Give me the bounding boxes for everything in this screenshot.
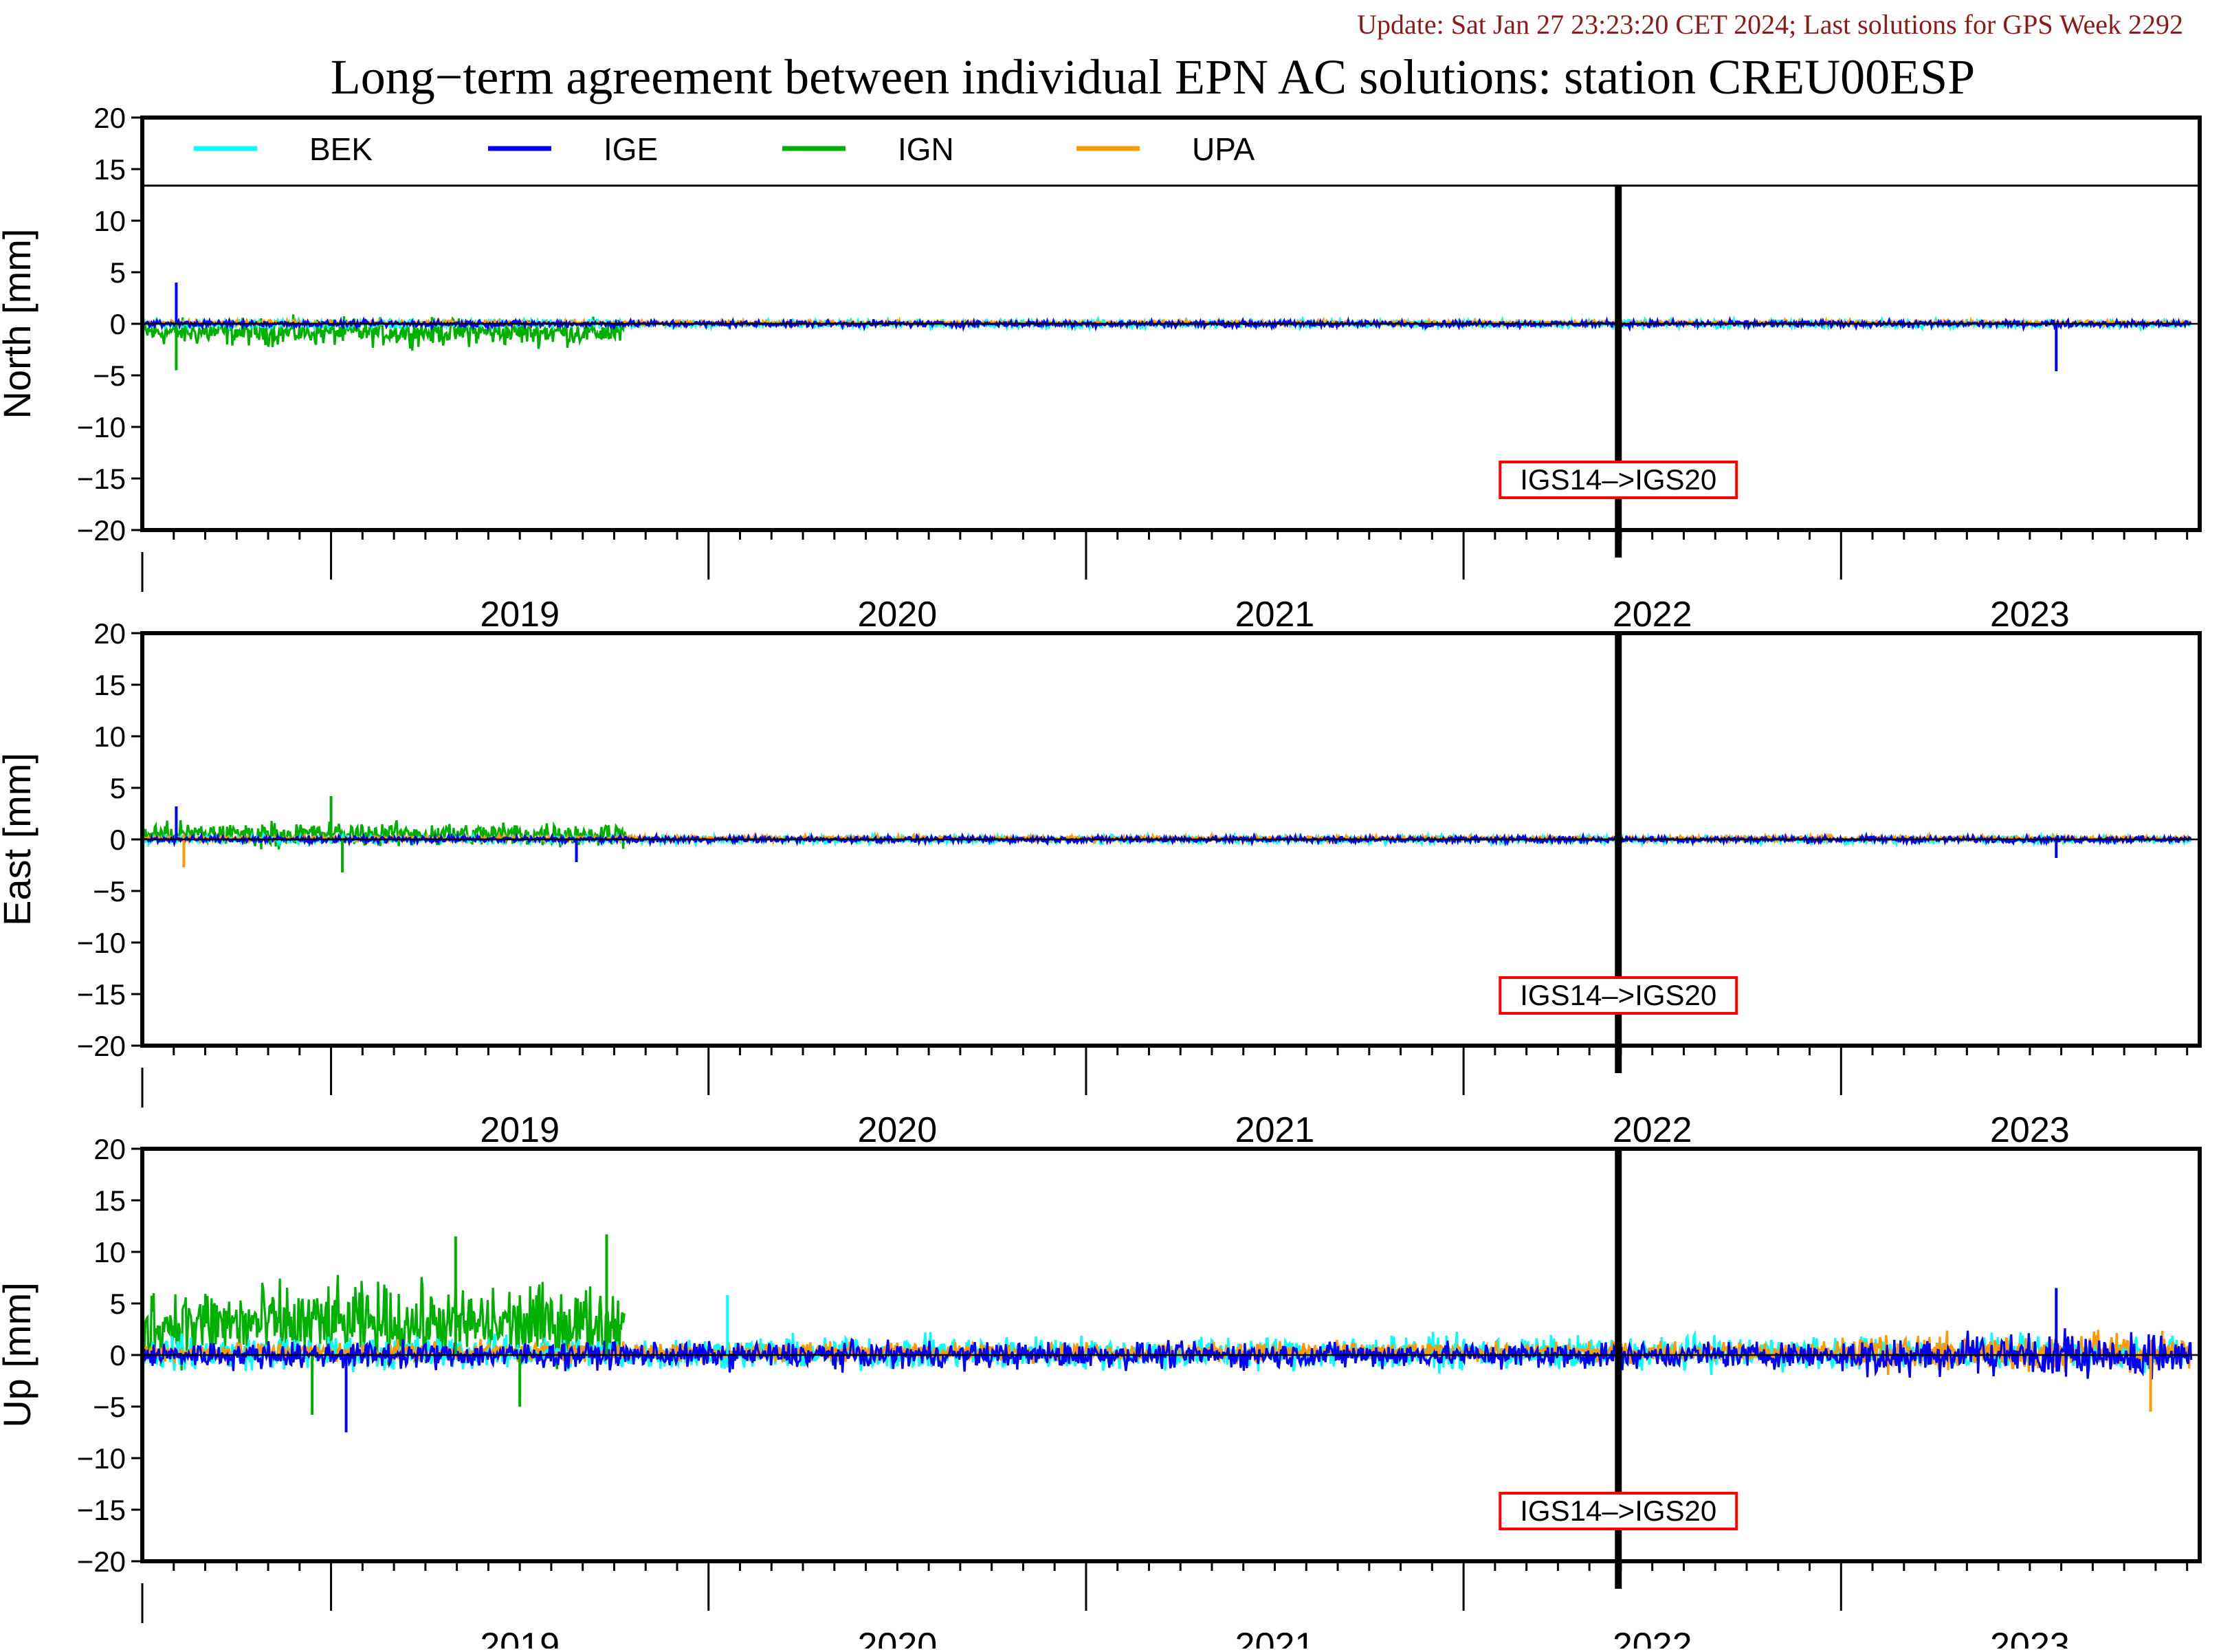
y-tick-label: 20 <box>93 617 126 650</box>
data-area <box>142 796 2192 872</box>
legend-label-UPA: UPA <box>1192 131 1255 167</box>
data-area <box>142 283 2192 371</box>
legend-label-IGN: IGN <box>898 131 954 167</box>
frame-change-label: IGS14–>IGS20 <box>1520 463 1716 496</box>
y-tick-label: −10 <box>77 927 126 959</box>
data-area <box>142 1234 2193 1433</box>
legend-label-BEK: BEK <box>309 131 373 167</box>
y-tick-label: 20 <box>93 1133 126 1165</box>
series-line-IGN <box>142 1275 626 1371</box>
panel-east: 20 15 10 5 0 −5 −10 −15 −20 East [mm] 2019 2020 2021… <box>0 617 2202 1150</box>
y-tick-label: 5 <box>110 1288 126 1320</box>
y-tick-label: 0 <box>110 824 126 856</box>
y-axis-label: Up [mm] <box>0 1282 38 1428</box>
panel-up: 20 15 10 5 0 −5 −10 −15 −20 Up [mm] 2019 2020 2021 20… <box>0 1133 2202 1652</box>
y-tick-label: 15 <box>93 669 126 701</box>
frame-change-box <box>1499 976 1738 1015</box>
y-axis-label: East [mm] <box>0 753 38 926</box>
y-tick-label: 10 <box>93 1236 126 1268</box>
y-tick-label: −20 <box>77 514 126 547</box>
x-tick-label: 2020 <box>858 595 938 635</box>
x-tick-label: 2021 <box>1235 1626 1315 1649</box>
legend-band <box>142 118 2200 186</box>
y-tick-label: 15 <box>93 153 126 186</box>
x-tick-label: 2022 <box>1613 1626 1692 1649</box>
panel-north: 20 15 10 5 0 −5 −10 −15 −20 North [mm] 2019 2020 202… <box>0 102 2202 635</box>
y-axis-label: North [mm] <box>0 229 38 419</box>
frame-change-box <box>1499 1492 1738 1530</box>
update-note: Update: Sat Jan 27 23:23:20 CET 2024; La… <box>1357 9 2183 40</box>
panel-frame <box>140 631 2202 1048</box>
y-tick-label: −10 <box>77 411 126 443</box>
frame-change-label: IGS14–>IGS20 <box>1520 1495 1716 1527</box>
series-line-IGE <box>142 1328 2193 1380</box>
x-tick-label: 2020 <box>858 1110 938 1150</box>
y-tick-label: 10 <box>93 205 126 237</box>
chart-title: Long−term agreement between individual E… <box>331 49 1975 104</box>
x-tick-label: 2020 <box>858 1626 938 1649</box>
y-tick-label: 0 <box>110 1339 126 1372</box>
x-tick-label: 2022 <box>1613 1110 1692 1150</box>
panel-frame <box>140 1147 2202 1563</box>
y-tick-label: 20 <box>93 102 126 134</box>
legend-label-IGE: IGE <box>604 131 658 167</box>
y-tick-label: −20 <box>77 1030 126 1062</box>
frame-change-box <box>1499 461 1738 499</box>
series-line-IGN <box>142 314 627 351</box>
y-tick-label: −15 <box>77 978 126 1011</box>
y-tick-label: −15 <box>77 1494 126 1526</box>
x-tick-label: 2023 <box>1990 1626 2070 1649</box>
y-tick-label: 15 <box>93 1185 126 1217</box>
y-tick-label: 5 <box>110 256 126 289</box>
y-tick-label: −15 <box>77 463 126 495</box>
y-tick-label: 10 <box>93 720 126 753</box>
y-tick-label: 5 <box>110 772 126 804</box>
x-tick-label: 2019 <box>480 595 560 635</box>
frame-change-label: IGS14–>IGS20 <box>1520 979 1716 1011</box>
x-tick-label: 2019 <box>480 1110 560 1150</box>
x-tick-label: 2023 <box>1990 595 2070 635</box>
y-tick-label: −5 <box>93 875 126 907</box>
panel-frame <box>140 115 2202 532</box>
y-tick-label: −10 <box>77 1442 126 1475</box>
y-tick-label: −5 <box>93 1391 126 1423</box>
y-tick-label: 0 <box>110 308 126 340</box>
y-tick-label: −5 <box>93 360 126 392</box>
x-tick-label: 2021 <box>1235 595 1315 635</box>
y-tick-label: −20 <box>77 1545 126 1578</box>
x-tick-label: 2021 <box>1235 1110 1315 1150</box>
x-tick-label: 2023 <box>1990 1110 2070 1150</box>
x-tick-label: 2022 <box>1613 595 1692 635</box>
x-tick-label: 2019 <box>480 1626 560 1649</box>
